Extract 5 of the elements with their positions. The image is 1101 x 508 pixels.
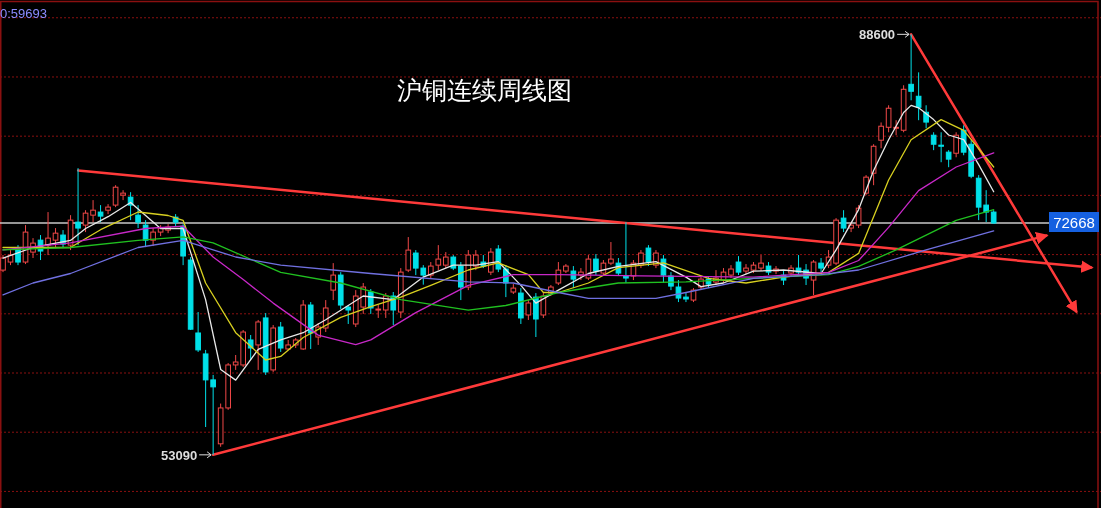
annotation: 53090 — [160, 447, 198, 463]
text: 沪铜连续周线图 — [396, 76, 572, 104]
annotation: 0:59693 — [0, 6, 47, 21]
annotation: 88600 — [858, 27, 896, 43]
ref-label: 72668 — [1049, 212, 1099, 232]
